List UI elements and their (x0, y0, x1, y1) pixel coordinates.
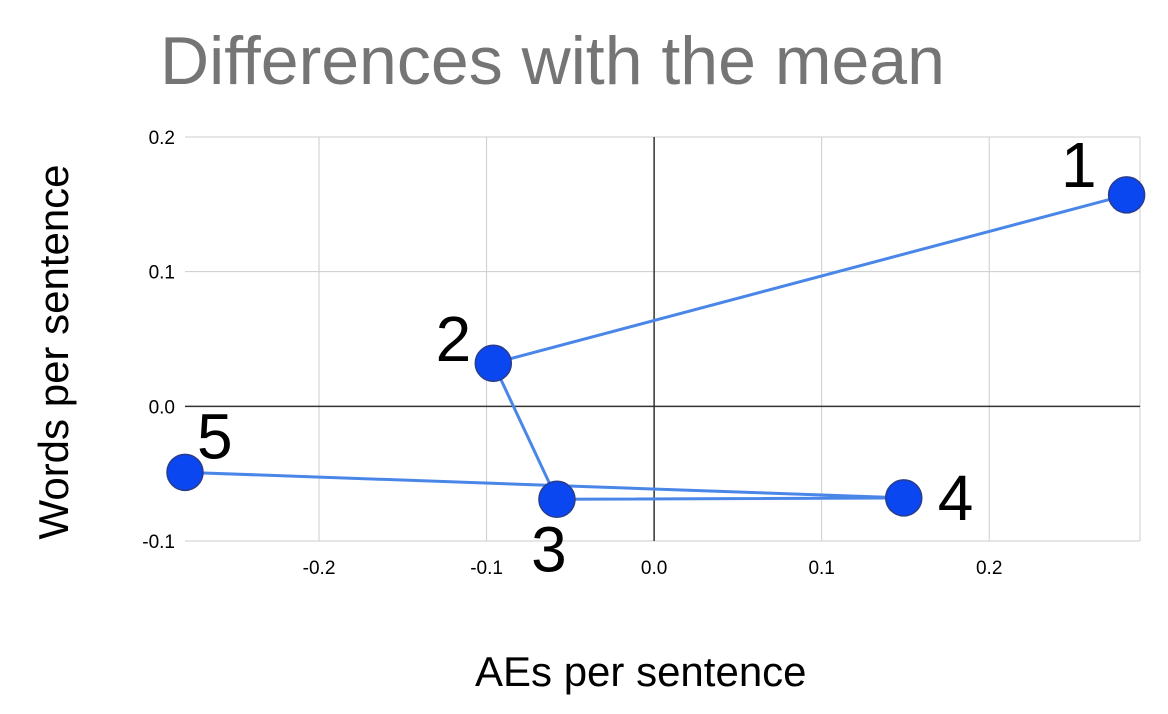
y-tick-label: -0.1 (142, 532, 175, 553)
series-polyline (184, 193, 1127, 501)
y-tick-label: 0.2 (149, 128, 175, 149)
point-label: 5 (197, 400, 233, 472)
y-tick-label: 0.1 (149, 263, 175, 284)
data-points (166, 176, 1146, 519)
data-point-marker (538, 480, 576, 519)
x-axis-label: AEs per sentence (475, 648, 807, 695)
x-tick-label: -0.2 (303, 558, 336, 579)
data-point-marker (1107, 176, 1146, 214)
x-tick-label: -0.1 (470, 558, 503, 579)
point-labels: 1 2 3 4 5 (197, 129, 1097, 585)
point-label: 2 (436, 303, 472, 375)
x-tick-label: 0.2 (976, 558, 1002, 579)
y-tick-label: 0.0 (149, 397, 175, 418)
tick-labels: -0.1 0.0 0.1 0.2 -0.2 -0.1 0.0 0.1 0.2 (142, 128, 1002, 579)
data-point-marker (474, 344, 513, 382)
x-tick-label: 0.1 (808, 558, 834, 579)
gridlines (185, 136, 1141, 542)
data-point-marker (166, 453, 204, 492)
x-tick-label: 0.0 (641, 558, 667, 579)
point-label: 4 (938, 462, 974, 534)
axes (185, 137, 1140, 541)
point-label: 1 (1061, 129, 1097, 201)
series-line (184, 193, 1127, 501)
chart-title: Differences with the mean (160, 23, 945, 99)
point-label: 3 (531, 513, 567, 585)
data-point-marker (885, 479, 923, 517)
